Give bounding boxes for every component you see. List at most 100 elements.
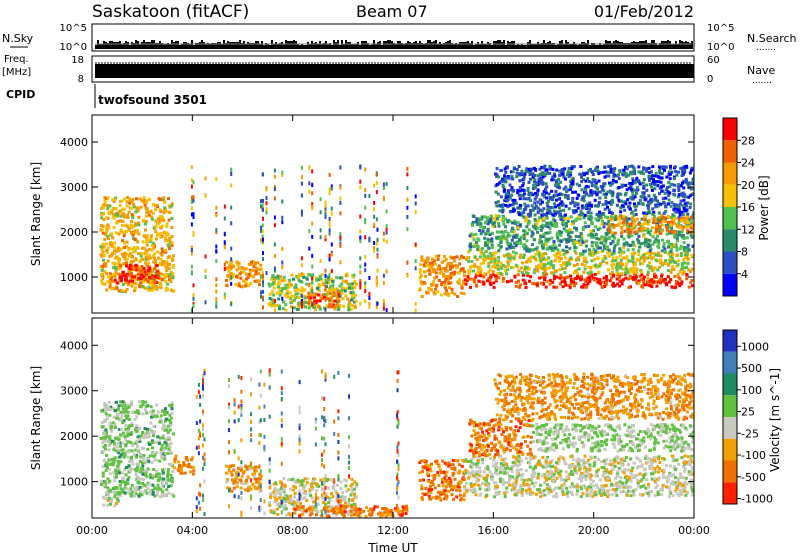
range-cell bbox=[548, 206, 552, 209]
range-cell bbox=[330, 296, 333, 299]
range-cell bbox=[113, 261, 117, 265]
range-cell bbox=[555, 275, 559, 279]
range-cell bbox=[548, 282, 552, 286]
range-cell bbox=[582, 216, 586, 220]
range-cell bbox=[104, 436, 108, 440]
range-cell bbox=[100, 206, 104, 210]
range-cell bbox=[608, 181, 611, 185]
range-cell bbox=[502, 277, 506, 281]
range-cell bbox=[139, 490, 143, 494]
range-cell bbox=[275, 291, 279, 295]
range-cell bbox=[685, 208, 689, 212]
range-cell bbox=[563, 279, 567, 283]
range-cell bbox=[131, 267, 135, 271]
range-cell bbox=[320, 278, 324, 282]
range-cell bbox=[117, 232, 121, 236]
range-cell bbox=[368, 291, 371, 296]
range-cell bbox=[136, 252, 140, 256]
range-cell bbox=[143, 222, 147, 226]
range-cell bbox=[159, 286, 163, 290]
range-cell bbox=[613, 284, 617, 288]
range-cell bbox=[127, 281, 131, 285]
noise-bar bbox=[447, 41, 449, 49]
range-cell bbox=[599, 215, 603, 219]
range-cell bbox=[112, 197, 116, 201]
range-cell bbox=[555, 168, 559, 172]
range-cell bbox=[163, 428, 167, 432]
range-cell bbox=[667, 263, 670, 267]
range-cell bbox=[485, 279, 489, 283]
range-cell bbox=[476, 244, 480, 248]
range-cell bbox=[125, 224, 129, 228]
range-cell bbox=[215, 249, 218, 254]
range-cell bbox=[111, 252, 114, 256]
range-cell bbox=[540, 178, 544, 182]
range-cell bbox=[669, 166, 672, 170]
range-cell bbox=[113, 241, 117, 245]
range-cell bbox=[634, 262, 637, 266]
range-cell bbox=[420, 258, 424, 262]
noise-bar bbox=[557, 44, 559, 49]
range-cell bbox=[657, 211, 661, 215]
range-cell bbox=[563, 193, 567, 197]
range-cell bbox=[428, 262, 432, 266]
range-cell bbox=[518, 285, 521, 289]
range-cell bbox=[548, 265, 552, 269]
range-cell bbox=[472, 280, 476, 284]
noise-bar bbox=[523, 45, 525, 49]
range-cell bbox=[665, 225, 669, 229]
range-cell bbox=[667, 180, 671, 184]
range-cell bbox=[663, 165, 666, 169]
noise-bar bbox=[331, 45, 333, 49]
range-cell bbox=[448, 255, 452, 259]
range-cell bbox=[290, 305, 294, 309]
range-cell bbox=[300, 299, 303, 303]
range-cell bbox=[625, 222, 629, 226]
range-cell bbox=[494, 251, 498, 255]
range-cell bbox=[273, 299, 276, 303]
range-cell bbox=[167, 255, 171, 259]
range-cell bbox=[594, 183, 598, 187]
range-cell bbox=[647, 251, 650, 255]
range-cell bbox=[685, 236, 689, 240]
range-cell bbox=[490, 243, 494, 247]
range-cell bbox=[127, 273, 131, 277]
range-cell bbox=[604, 241, 608, 245]
range-cell bbox=[634, 275, 638, 279]
range-cell bbox=[341, 297, 345, 301]
range-cell bbox=[300, 301, 303, 306]
range-cell bbox=[330, 252, 333, 257]
range-cell bbox=[494, 265, 498, 269]
range-cell bbox=[583, 278, 587, 282]
range-cell bbox=[589, 190, 593, 194]
range-cell bbox=[286, 286, 290, 289]
range-cell bbox=[689, 281, 693, 284]
range-cell bbox=[486, 216, 489, 220]
range-cell bbox=[656, 184, 660, 188]
range-cell bbox=[308, 246, 311, 251]
range-cell bbox=[328, 220, 331, 225]
range-cell bbox=[474, 275, 478, 279]
range-cell bbox=[569, 173, 572, 177]
range-cell bbox=[540, 275, 544, 279]
range-cell bbox=[556, 183, 560, 186]
range-cell bbox=[226, 274, 230, 278]
range-cell bbox=[150, 488, 154, 492]
range-cell bbox=[591, 173, 595, 176]
range-cell bbox=[588, 215, 592, 219]
range-cell bbox=[373, 200, 376, 205]
range-cell bbox=[121, 220, 125, 224]
range-cell bbox=[546, 239, 550, 243]
range-cell bbox=[432, 280, 436, 284]
range-cell bbox=[510, 279, 513, 283]
range-cell bbox=[109, 253, 113, 257]
range-cell bbox=[130, 247, 134, 251]
range-cell bbox=[655, 227, 659, 231]
range-cell bbox=[281, 265, 284, 270]
range-cell bbox=[259, 263, 263, 267]
range-cell bbox=[148, 490, 152, 494]
noise-bar bbox=[455, 43, 457, 49]
range-cell bbox=[215, 227, 218, 232]
range-cell bbox=[590, 220, 594, 224]
range-cell bbox=[262, 280, 264, 285]
